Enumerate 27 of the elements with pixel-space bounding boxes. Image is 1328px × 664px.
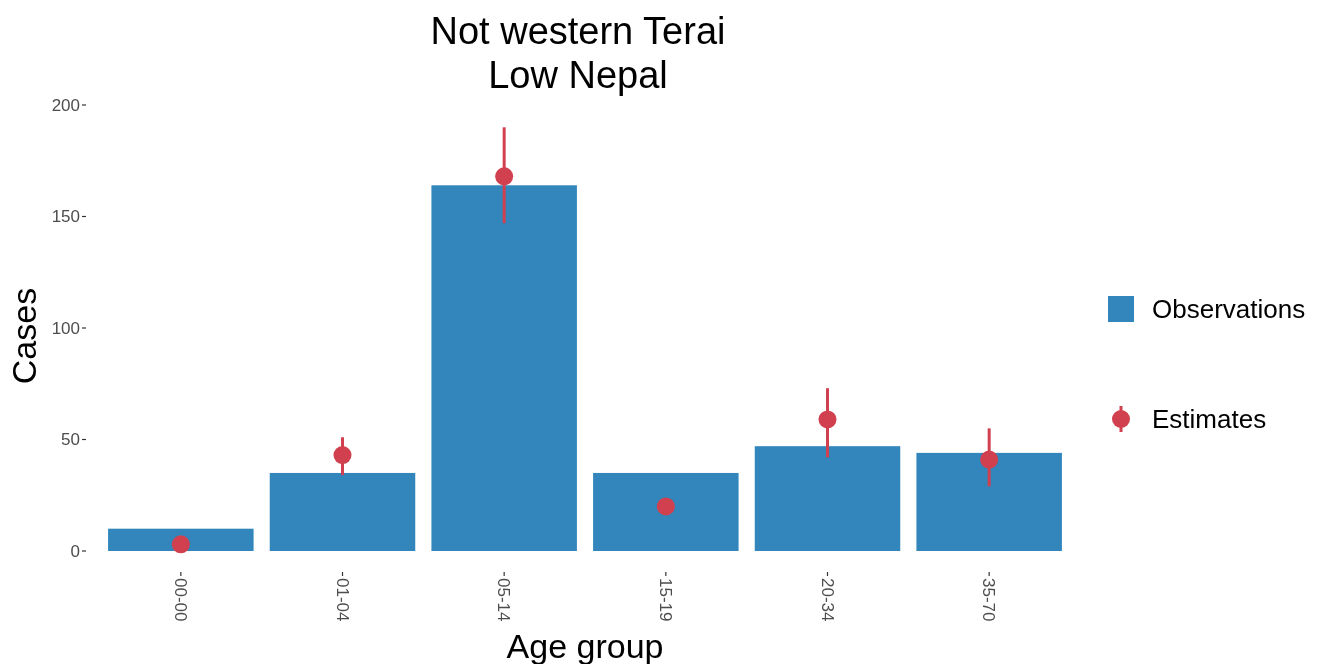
point xyxy=(333,446,352,465)
bar xyxy=(754,446,901,551)
chart-title: Not western Terai Low Nepal xyxy=(430,10,726,96)
x-tick-label: 05-14 xyxy=(494,578,514,622)
legend-label: Estimates xyxy=(1152,404,1267,435)
legend-label: Observations xyxy=(1152,294,1306,325)
x-tick-label: 20-34 xyxy=(817,578,837,622)
bar xyxy=(916,452,1062,551)
y-tick-label: 50 xyxy=(61,430,80,450)
x-tick-label: 35-70 xyxy=(979,578,999,622)
bar xyxy=(431,185,577,551)
y-tick-label: 200 xyxy=(51,95,80,115)
point xyxy=(818,410,837,429)
y-tick-label: 0 xyxy=(70,541,80,561)
bar xyxy=(269,472,416,551)
y-tick-label: 100 xyxy=(51,318,80,338)
x-tick-label: 15-19 xyxy=(655,578,675,622)
x-tick-label: 01-04 xyxy=(332,578,352,622)
point xyxy=(656,497,675,516)
point xyxy=(171,535,190,554)
point xyxy=(980,450,999,469)
y-axis-title: Cases xyxy=(5,287,43,385)
bar xyxy=(593,472,739,551)
bar xyxy=(108,528,254,551)
point xyxy=(495,167,514,186)
y-tick-label: 150 xyxy=(51,207,80,227)
x-tick-label: 00-00 xyxy=(170,578,190,622)
